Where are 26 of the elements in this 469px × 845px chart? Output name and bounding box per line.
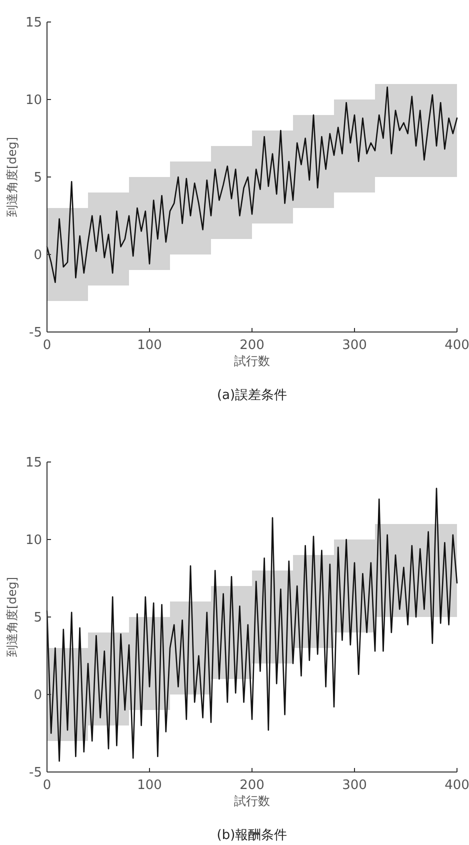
x-tick-label: 200 bbox=[240, 778, 264, 793]
text: (b)報酬条件 bbox=[216, 828, 288, 843]
x-tick-label: 300 bbox=[342, 778, 367, 793]
x-tick-label: 400 bbox=[444, 778, 469, 793]
y-tick-label: 10 bbox=[25, 93, 42, 108]
y-tick-label: 15 bbox=[25, 456, 42, 471]
x-tick-label: 400 bbox=[444, 338, 469, 353]
y-tick-label: -5 bbox=[29, 766, 42, 781]
y-tick-label: 5 bbox=[34, 170, 42, 186]
y-tick-label: 10 bbox=[25, 533, 42, 548]
x-tick-label: 300 bbox=[342, 338, 367, 353]
text: (a)誤差条件 bbox=[216, 388, 288, 403]
y-tick-label: 5 bbox=[34, 610, 42, 626]
y-tick-label: 0 bbox=[34, 688, 42, 704]
line-series bbox=[46, 488, 458, 762]
line-series bbox=[46, 86, 458, 284]
x-tick-label: 100 bbox=[137, 778, 162, 793]
x-axis-title: 試行数 bbox=[234, 354, 270, 368]
x-tick-label: 100 bbox=[137, 338, 162, 353]
y-tick-label: 0 bbox=[34, 248, 42, 264]
y-tick-label: -5 bbox=[29, 326, 42, 341]
y-tick-label: 15 bbox=[25, 16, 42, 31]
x-axis-title: 試行数 bbox=[234, 794, 270, 808]
y-axis-title: 到達角度[deg] bbox=[5, 137, 19, 217]
y-axis-title: 到達角度[deg] bbox=[5, 577, 19, 657]
x-tick-label: 200 bbox=[240, 338, 264, 353]
